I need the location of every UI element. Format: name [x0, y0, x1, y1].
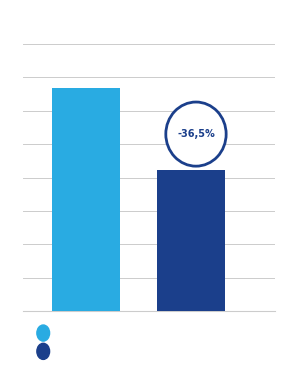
Bar [52, 89, 120, 311]
Bar [157, 170, 225, 311]
Circle shape [166, 102, 226, 166]
Text: -36,5%: -36,5% [177, 129, 215, 139]
